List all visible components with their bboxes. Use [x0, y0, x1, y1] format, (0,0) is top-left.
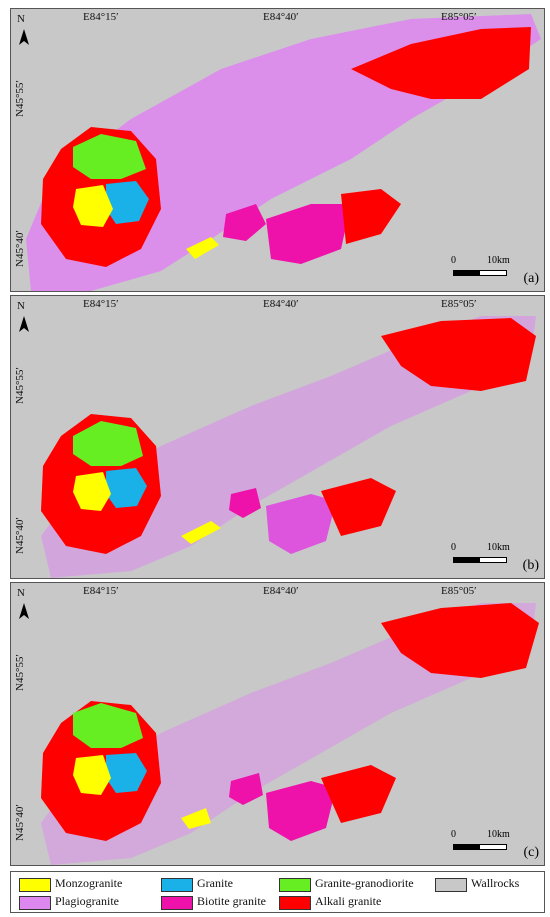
scale-end: 10km — [487, 542, 510, 553]
north-arrow-icon — [19, 316, 29, 332]
lon-label-1: E84°15′ — [83, 585, 119, 597]
biotite-granite-small — [223, 204, 266, 241]
monzogranite-sliver — [181, 521, 221, 544]
granite-granodiorite — [73, 421, 143, 466]
granite-zone — [106, 753, 147, 793]
legend-swatch — [19, 896, 51, 910]
legend-swatch — [161, 878, 193, 892]
alkali-granite-ne — [381, 603, 539, 678]
alkali-granite-se — [321, 478, 396, 536]
legend-label: Alkali granite — [315, 894, 382, 908]
granite-zone — [106, 468, 147, 508]
biotite-granite-small — [229, 773, 263, 805]
map-a-geology — [26, 14, 541, 291]
lon-label-1: E84°15′ — [83, 11, 119, 23]
north-label: N — [17, 587, 25, 599]
lat-label-1: N45°55′ — [14, 367, 26, 404]
map-c-geology — [41, 603, 539, 865]
map-panel-c: N E84°15′ E84°40′ E85°05′ N45°55′ N45°40… — [10, 582, 545, 866]
scale-end: 10km — [487, 829, 510, 840]
scale-bar: 0 10km — [451, 542, 510, 572]
alkali-granite-ne — [351, 27, 531, 99]
map-b-geology — [41, 316, 536, 578]
map-panel-b: N E84°15′ E84°40′ E85°05′ N45°55′ N45°40… — [10, 295, 545, 579]
legend-label: Biotite granite — [197, 894, 266, 908]
legend-swatch — [435, 878, 467, 892]
lat-label-1: N45°55′ — [14, 80, 26, 117]
lat-label-2: N45°40′ — [14, 517, 26, 554]
legend-label: Plagiogranite — [55, 894, 119, 908]
granite-granodiorite — [73, 703, 143, 748]
granite-granodiorite — [73, 134, 146, 179]
map-panel-a: N E84°15′ E84°40′ E85°05′ N45°55′ N45°40… — [10, 8, 545, 292]
lon-label-2: E84°40′ — [263, 298, 299, 310]
plagiogranite-zone — [41, 603, 536, 865]
legend-label: Granite — [197, 876, 233, 890]
scale-start: 0 — [451, 542, 456, 553]
lat-label-1: N45°55′ — [14, 654, 26, 691]
north-label: N — [17, 13, 25, 25]
legend-label: Monzogranite — [55, 876, 123, 890]
north-label: N — [17, 300, 25, 312]
biotite-granite-small — [229, 488, 261, 518]
panel-label: (b) — [522, 558, 539, 573]
lon-label-2: E84°40′ — [263, 585, 299, 597]
lat-label-2: N45°40′ — [14, 230, 26, 267]
lon-label-3: E85°05′ — [441, 585, 477, 597]
panel-label: (a) — [523, 271, 539, 286]
map-legend: Monzogranite Granite Granite-granodiorit… — [10, 871, 545, 913]
biotite-granite-se — [266, 781, 336, 841]
biotite-granite-se — [266, 204, 351, 264]
scale-start: 0 — [451, 255, 456, 266]
legend-label: Wallrocks — [471, 876, 520, 890]
scale-start: 0 — [451, 829, 456, 840]
lon-label-3: E85°05′ — [441, 298, 477, 310]
legend-swatch — [161, 896, 193, 910]
lon-label-2: E84°40′ — [263, 11, 299, 23]
lon-label-3: E85°05′ — [441, 11, 477, 23]
scale-bar: 0 10km — [451, 255, 510, 285]
legend-swatch — [19, 878, 51, 892]
monzogranite-zone — [73, 755, 111, 795]
lat-label-2: N45°40′ — [14, 804, 26, 841]
panel-label: (c) — [523, 845, 539, 860]
plagiogranite-se — [266, 494, 336, 554]
legend-label: Granite-granodiorite — [315, 876, 414, 890]
legend-swatch — [279, 896, 311, 910]
north-arrow-icon — [19, 603, 29, 619]
scale-end: 10km — [487, 255, 510, 266]
alkali-granite-ne — [381, 318, 536, 391]
north-arrow-icon — [19, 29, 29, 45]
alkali-granite-se — [341, 189, 401, 244]
alkali-granite-se — [321, 765, 396, 823]
granite-zone — [106, 181, 149, 224]
scale-bar: 0 10km — [451, 829, 510, 859]
monzogranite-zone — [73, 472, 111, 511]
monzogranite-zone — [73, 185, 113, 227]
lon-label-1: E84°15′ — [83, 298, 119, 310]
plagiogranite-zone — [41, 316, 536, 578]
legend-swatch — [279, 878, 311, 892]
monzogranite-sliver — [186, 237, 219, 259]
monzogranite-sliver — [181, 808, 211, 829]
